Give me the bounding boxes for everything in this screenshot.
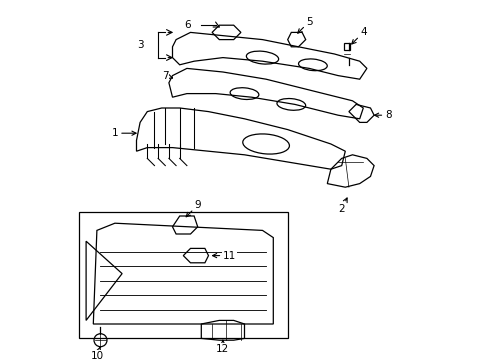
Text: 9: 9 xyxy=(186,200,201,217)
Text: 11: 11 xyxy=(212,251,236,261)
Text: 12: 12 xyxy=(216,340,229,354)
Text: 2: 2 xyxy=(338,198,346,214)
Text: 8: 8 xyxy=(374,110,391,120)
Bar xyxy=(79,212,287,338)
Text: 7: 7 xyxy=(162,71,172,81)
Text: 4: 4 xyxy=(351,27,366,44)
Text: 1: 1 xyxy=(112,128,136,138)
Text: 6: 6 xyxy=(183,20,190,30)
Text: 3: 3 xyxy=(137,40,143,50)
Text: 10: 10 xyxy=(90,347,103,360)
Bar xyxy=(344,43,349,50)
Text: 5: 5 xyxy=(297,17,312,33)
